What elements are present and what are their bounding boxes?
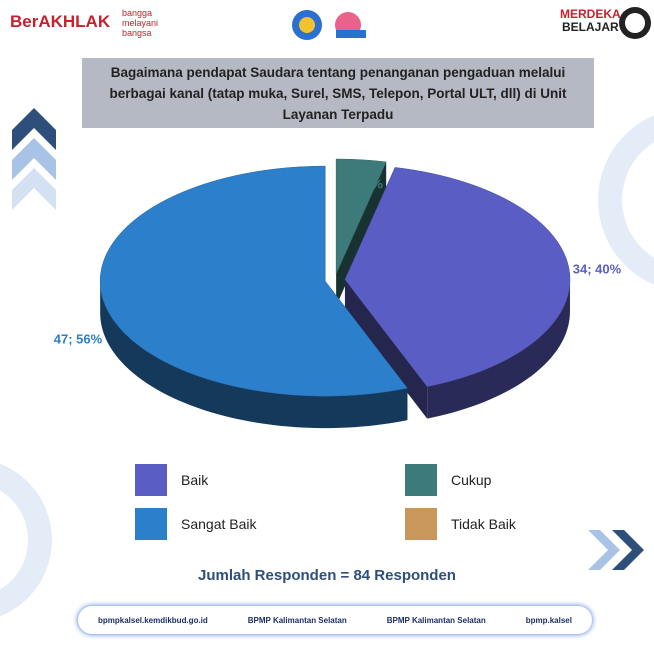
tagline-line: melayani [122, 18, 159, 28]
slice-top [99, 165, 408, 397]
legend-swatch [405, 508, 437, 540]
tagline: bangga melayani bangsa [122, 8, 158, 38]
slice-top [335, 158, 387, 275]
data-label: 34; 40% [573, 261, 622, 276]
legend-swatch [135, 464, 167, 496]
slice-wall [427, 279, 570, 419]
slice-side [344, 279, 428, 419]
footer: bpmpkalsel.kemdikbud.go.id BPMP Kalimant… [78, 606, 592, 634]
tagline-line: bangsa [122, 28, 152, 38]
legend-label: Sangat Baik [181, 516, 257, 532]
legend-item: Tidak Baik [405, 508, 535, 540]
pie-chart: 34; 40% 3; 4% 47; 56% [54, 158, 622, 429]
footer-item: BPMP Kalimantan Selatan [247, 615, 347, 625]
merdeka-logo: MERDEKA BELAJAR [560, 8, 621, 34]
data-label: 47; 56% [54, 331, 103, 346]
logo-line: BELAJAR [562, 20, 619, 34]
slice-side [336, 161, 387, 307]
legend-label: Tidak Baik [451, 516, 516, 532]
logo: BerAKHLAK [10, 12, 111, 31]
logo-line: MERDEKA [560, 7, 621, 21]
legend-item: Sangat Baik [135, 508, 405, 540]
slice-wall [100, 281, 408, 429]
slice [344, 167, 571, 419]
legend-item: Cukup [405, 464, 535, 496]
legend-item: Baik [135, 464, 405, 496]
legend-label: Baik [181, 472, 209, 488]
summary: Jumlah Responden = 84 Responden [198, 567, 456, 584]
data-label: 3; 4% [349, 176, 383, 191]
emblem [619, 7, 651, 39]
chart-title: Bagaimana pendapat Saudara tentang penan… [82, 58, 594, 128]
slice [335, 158, 387, 307]
logos [292, 10, 366, 40]
legend: Baik Cukup Sangat Baik Tidak Baik [135, 464, 535, 540]
header: BerAKHLAK bangga melayani bangsa MERDEKA… [0, 0, 654, 48]
decor [0, 108, 654, 617]
legend-label: Cukup [451, 472, 492, 488]
legend-swatch [135, 508, 167, 540]
tagline-line: bangga [122, 8, 153, 18]
slice-top [344, 167, 571, 387]
slice [99, 165, 408, 429]
footer-item: BPMP Kalimantan Selatan [386, 615, 486, 625]
footer-item: bpmpkalsel.kemdikbud.go.id [97, 615, 208, 625]
footer-item: bpmp.kalsel [525, 615, 572, 625]
legend-swatch [405, 464, 437, 496]
